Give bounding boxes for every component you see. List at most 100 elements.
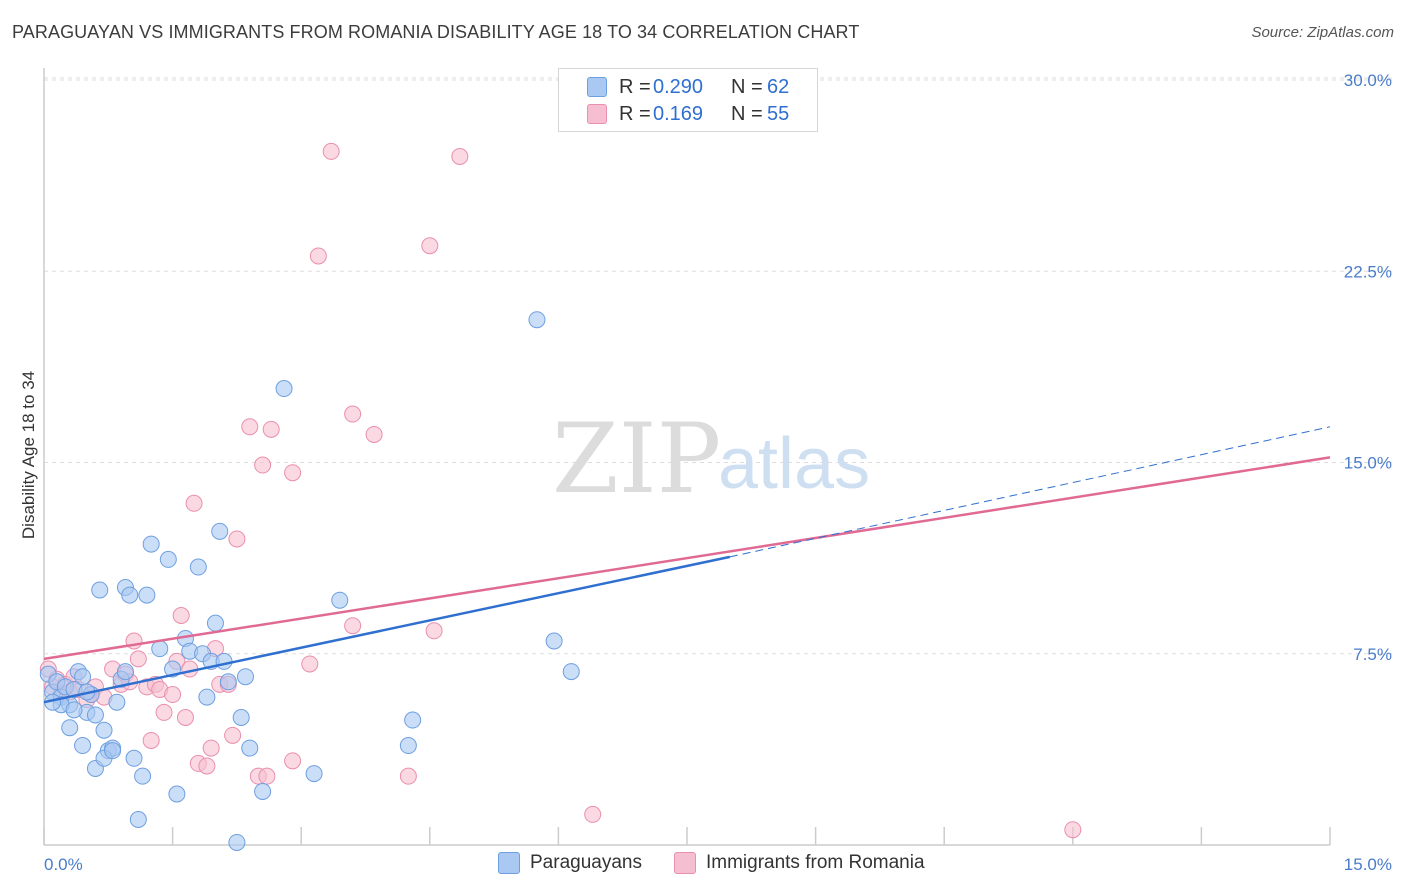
data-point-romania bbox=[129, 650, 147, 668]
y-axis-label: Disability Age 18 to 34 bbox=[19, 371, 38, 539]
data-point-romania bbox=[202, 739, 220, 757]
data-point-romania bbox=[584, 805, 602, 823]
x-tick-label: 15.0% bbox=[1344, 855, 1392, 874]
legend-r-value: 0.169 bbox=[653, 102, 704, 125]
data-point-romania bbox=[224, 726, 242, 744]
data-point-paraguayans bbox=[108, 693, 126, 711]
y-tick-label: 22.5% bbox=[1344, 262, 1392, 281]
data-point-paraguayans bbox=[142, 535, 160, 553]
data-point-paraguayans bbox=[121, 586, 139, 604]
data-point-paraguayans bbox=[74, 737, 92, 755]
data-point-romania bbox=[284, 464, 302, 482]
data-point-romania bbox=[258, 767, 276, 785]
data-point-romania bbox=[164, 686, 182, 704]
data-point-paraguayans bbox=[236, 668, 254, 686]
bottom-legend-label-paraguayans: Paraguayans bbox=[530, 852, 642, 873]
data-point-romania bbox=[262, 420, 280, 438]
data-point-paraguayans bbox=[211, 522, 229, 540]
data-point-romania bbox=[172, 607, 190, 624]
legend-n-label: N = bbox=[731, 75, 763, 98]
data-point-paraguayans bbox=[219, 673, 237, 691]
data-point-romania bbox=[228, 530, 246, 548]
data-point-paraguayans bbox=[61, 719, 79, 737]
data-point-romania bbox=[399, 767, 417, 785]
bottom-legend-romania: Immigrants from Romania bbox=[673, 852, 925, 874]
data-point-paraguayans bbox=[275, 380, 293, 398]
bottom-legend-swatch-romania bbox=[673, 852, 696, 874]
data-point-paraguayans bbox=[189, 558, 207, 576]
data-point-paraguayans bbox=[86, 706, 104, 724]
data-point-romania bbox=[142, 731, 160, 749]
data-point-paraguayans bbox=[232, 709, 250, 726]
data-point-paraguayans bbox=[104, 742, 122, 760]
legend-n-value: 55 bbox=[767, 102, 790, 125]
data-point-paraguayans bbox=[95, 721, 113, 739]
data-point-romania bbox=[301, 655, 319, 673]
data-point-paraguayans bbox=[305, 765, 323, 783]
data-point-romania bbox=[421, 237, 439, 255]
legend-r-value: 0.290 bbox=[653, 75, 704, 98]
y-tick-label: 7.5% bbox=[1353, 645, 1392, 664]
bottom-legend-swatch-paraguayans bbox=[498, 852, 520, 874]
legend-swatch-romania bbox=[587, 104, 607, 124]
tick-labels: 7.5% 15.0% 22.5% 30.0% 0.0% 15.0% bbox=[44, 71, 1392, 874]
legend-n-label: N = bbox=[731, 102, 763, 125]
data-point-paraguayans bbox=[254, 782, 272, 800]
data-point-romania bbox=[365, 425, 383, 443]
data-point-paraguayans bbox=[125, 749, 143, 767]
data-point-paraguayans bbox=[168, 785, 186, 803]
legend-r-label: R = bbox=[619, 102, 651, 125]
watermark-zip: ZIP bbox=[552, 403, 721, 515]
data-point-romania bbox=[284, 752, 302, 770]
legend-row-paraguayans: R = 0.290 N = 62 bbox=[587, 75, 789, 99]
data-point-paraguayans bbox=[65, 701, 83, 719]
watermark-atlas: atlas bbox=[718, 424, 870, 504]
data-point-romania bbox=[155, 703, 173, 721]
bottom-legend-paraguayans: Paraguayans bbox=[498, 852, 642, 874]
data-point-romania bbox=[176, 709, 194, 726]
data-point-paraguayans bbox=[159, 550, 177, 568]
bottom-legend: Paraguayans Immigrants from Romania bbox=[498, 852, 957, 874]
trendline-romania bbox=[43, 456, 1331, 661]
axes bbox=[43, 68, 1331, 846]
trendline-paraguayans-extension bbox=[729, 426, 1331, 558]
data-point-paraguayans bbox=[545, 632, 563, 650]
trendline-paraguayans bbox=[43, 555, 731, 704]
data-point-romania bbox=[451, 148, 469, 165]
data-point-paraguayans bbox=[404, 711, 422, 729]
data-point-romania bbox=[425, 622, 443, 640]
series-paraguayans-points bbox=[39, 311, 580, 851]
legend-r-label: R = bbox=[619, 75, 651, 98]
grid bbox=[44, 77, 1392, 655]
data-point-romania bbox=[198, 757, 216, 775]
x-tick-label: 0.0% bbox=[44, 855, 83, 874]
y-tick-label: 15.0% bbox=[1344, 454, 1392, 473]
data-point-paraguayans bbox=[206, 614, 224, 632]
data-point-paraguayans bbox=[562, 663, 580, 681]
data-point-paraguayans bbox=[151, 640, 169, 658]
legend: R = 0.290 N = 62 R = 0.169 N = 55 bbox=[558, 68, 818, 132]
source-label: Source: ZipAtlas.com bbox=[1251, 24, 1394, 41]
legend-row-romania: R = 0.169 N = 55 bbox=[587, 102, 789, 126]
data-point-romania bbox=[185, 494, 203, 512]
chart-title: PARAGUAYAN VS IMMIGRANTS FROM ROMANIA DI… bbox=[12, 22, 860, 42]
bottom-legend-label-romania: Immigrants from Romania bbox=[705, 852, 925, 873]
data-point-paraguayans bbox=[74, 668, 92, 686]
data-point-romania bbox=[1064, 821, 1082, 839]
data-point-romania bbox=[344, 405, 362, 423]
trendlines bbox=[43, 426, 1331, 704]
legend-swatch-paraguayans bbox=[587, 77, 607, 97]
data-point-romania bbox=[309, 247, 327, 265]
data-point-paraguayans bbox=[331, 591, 349, 609]
data-point-paraguayans bbox=[129, 811, 147, 828]
data-point-paraguayans bbox=[198, 688, 216, 706]
legend-n-value: 62 bbox=[767, 75, 790, 98]
data-point-paraguayans bbox=[215, 652, 233, 670]
data-point-romania bbox=[241, 418, 259, 436]
data-point-paraguayans bbox=[91, 581, 109, 599]
y-tick-label: 30.0% bbox=[1344, 71, 1392, 90]
data-point-paraguayans bbox=[116, 663, 134, 681]
data-point-paraguayans bbox=[399, 737, 417, 755]
data-point-paraguayans bbox=[134, 767, 152, 785]
